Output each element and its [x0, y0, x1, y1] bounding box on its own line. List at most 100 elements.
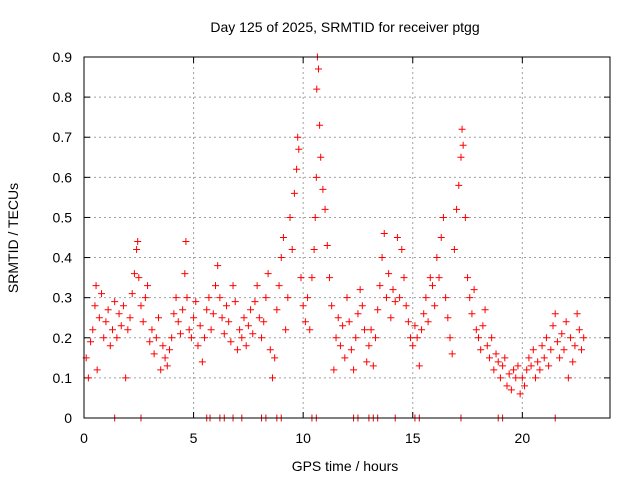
y-tick-label: 0.5 [53, 209, 73, 225]
data-point [437, 234, 445, 241]
data-point [542, 334, 550, 342]
data-point [233, 346, 241, 354]
data-point [229, 282, 237, 290]
y-tick-label: 0.4 [53, 250, 73, 266]
data-point [150, 350, 158, 358]
x-tick-label: 0 [80, 430, 88, 446]
data-point [192, 298, 200, 306]
data-point [571, 342, 579, 350]
data-point [514, 362, 522, 370]
data-point [182, 238, 190, 246]
data-point [525, 354, 533, 362]
data-point [286, 213, 294, 221]
data-point [87, 338, 95, 346]
x-tick-label: 5 [190, 430, 198, 446]
data-point [354, 310, 362, 318]
data-point [124, 326, 132, 334]
data-point [92, 282, 100, 290]
data-point [352, 334, 360, 342]
data-point [122, 374, 130, 382]
data-point [266, 346, 274, 354]
data-point [203, 306, 211, 314]
data-point [534, 358, 542, 366]
data-point [240, 314, 248, 322]
data-point [295, 145, 303, 153]
data-point [361, 326, 369, 334]
data-point [339, 322, 347, 330]
ticks: 0 0.1 0.2 0.3 0.4 0.5 0.6 0.7 0.8 0.9 0 5 10 15 20 [53, 49, 610, 446]
data-point [133, 246, 141, 254]
data-point [185, 326, 193, 334]
data-point [516, 390, 524, 398]
data-point [424, 318, 432, 326]
data-point [139, 318, 147, 326]
data-point [490, 366, 498, 374]
data-point [444, 314, 452, 322]
data-point [264, 270, 272, 278]
data-point [290, 189, 298, 197]
data-point [404, 318, 412, 326]
data-point [407, 334, 415, 342]
data-point [569, 358, 577, 366]
data-point [435, 274, 443, 282]
data-point [251, 298, 259, 306]
data-point [304, 294, 312, 302]
data-point [273, 306, 281, 314]
data-point [258, 334, 266, 342]
data-point [313, 85, 321, 93]
data-point [442, 294, 450, 302]
data-point [148, 326, 156, 334]
data-point [457, 153, 465, 161]
data-point [551, 310, 559, 318]
data-point [299, 302, 307, 310]
data-point [209, 310, 217, 318]
data-point [100, 334, 108, 342]
grid [84, 57, 610, 418]
data-point [242, 342, 250, 350]
data-point [161, 354, 169, 362]
data-point [470, 286, 478, 294]
data-point [367, 326, 375, 334]
data-point [553, 338, 561, 346]
data-point [426, 274, 434, 282]
data-point [225, 318, 233, 326]
data-point [170, 310, 178, 318]
data-point [468, 310, 476, 318]
data-point [271, 354, 279, 362]
data-point [113, 334, 121, 342]
data-point [301, 318, 309, 326]
data-point [236, 326, 244, 334]
data-point [396, 294, 404, 302]
data-point [466, 294, 474, 302]
data-point [479, 322, 487, 330]
data-point [220, 330, 228, 338]
data-point [130, 270, 138, 278]
plot-frame [83, 56, 611, 419]
data-point [400, 274, 408, 282]
data-point [483, 342, 491, 350]
data-point [308, 274, 316, 282]
data-point [501, 354, 509, 362]
data-point [159, 342, 167, 350]
data-point [108, 326, 116, 334]
data-point [321, 205, 329, 213]
data-point [439, 213, 447, 221]
data-point [358, 302, 366, 310]
data-point [117, 322, 125, 330]
data-point [545, 362, 553, 370]
data-point [422, 294, 430, 302]
data-point [275, 282, 283, 290]
data-point [580, 334, 588, 342]
data-point [418, 326, 426, 334]
data-point [510, 366, 518, 374]
data-point [389, 286, 397, 294]
data-point [562, 318, 570, 326]
data-point [446, 334, 454, 342]
data-point [91, 302, 99, 310]
data-point [578, 346, 586, 354]
y-tick-label: 0.3 [53, 290, 73, 306]
data-point [201, 334, 209, 342]
